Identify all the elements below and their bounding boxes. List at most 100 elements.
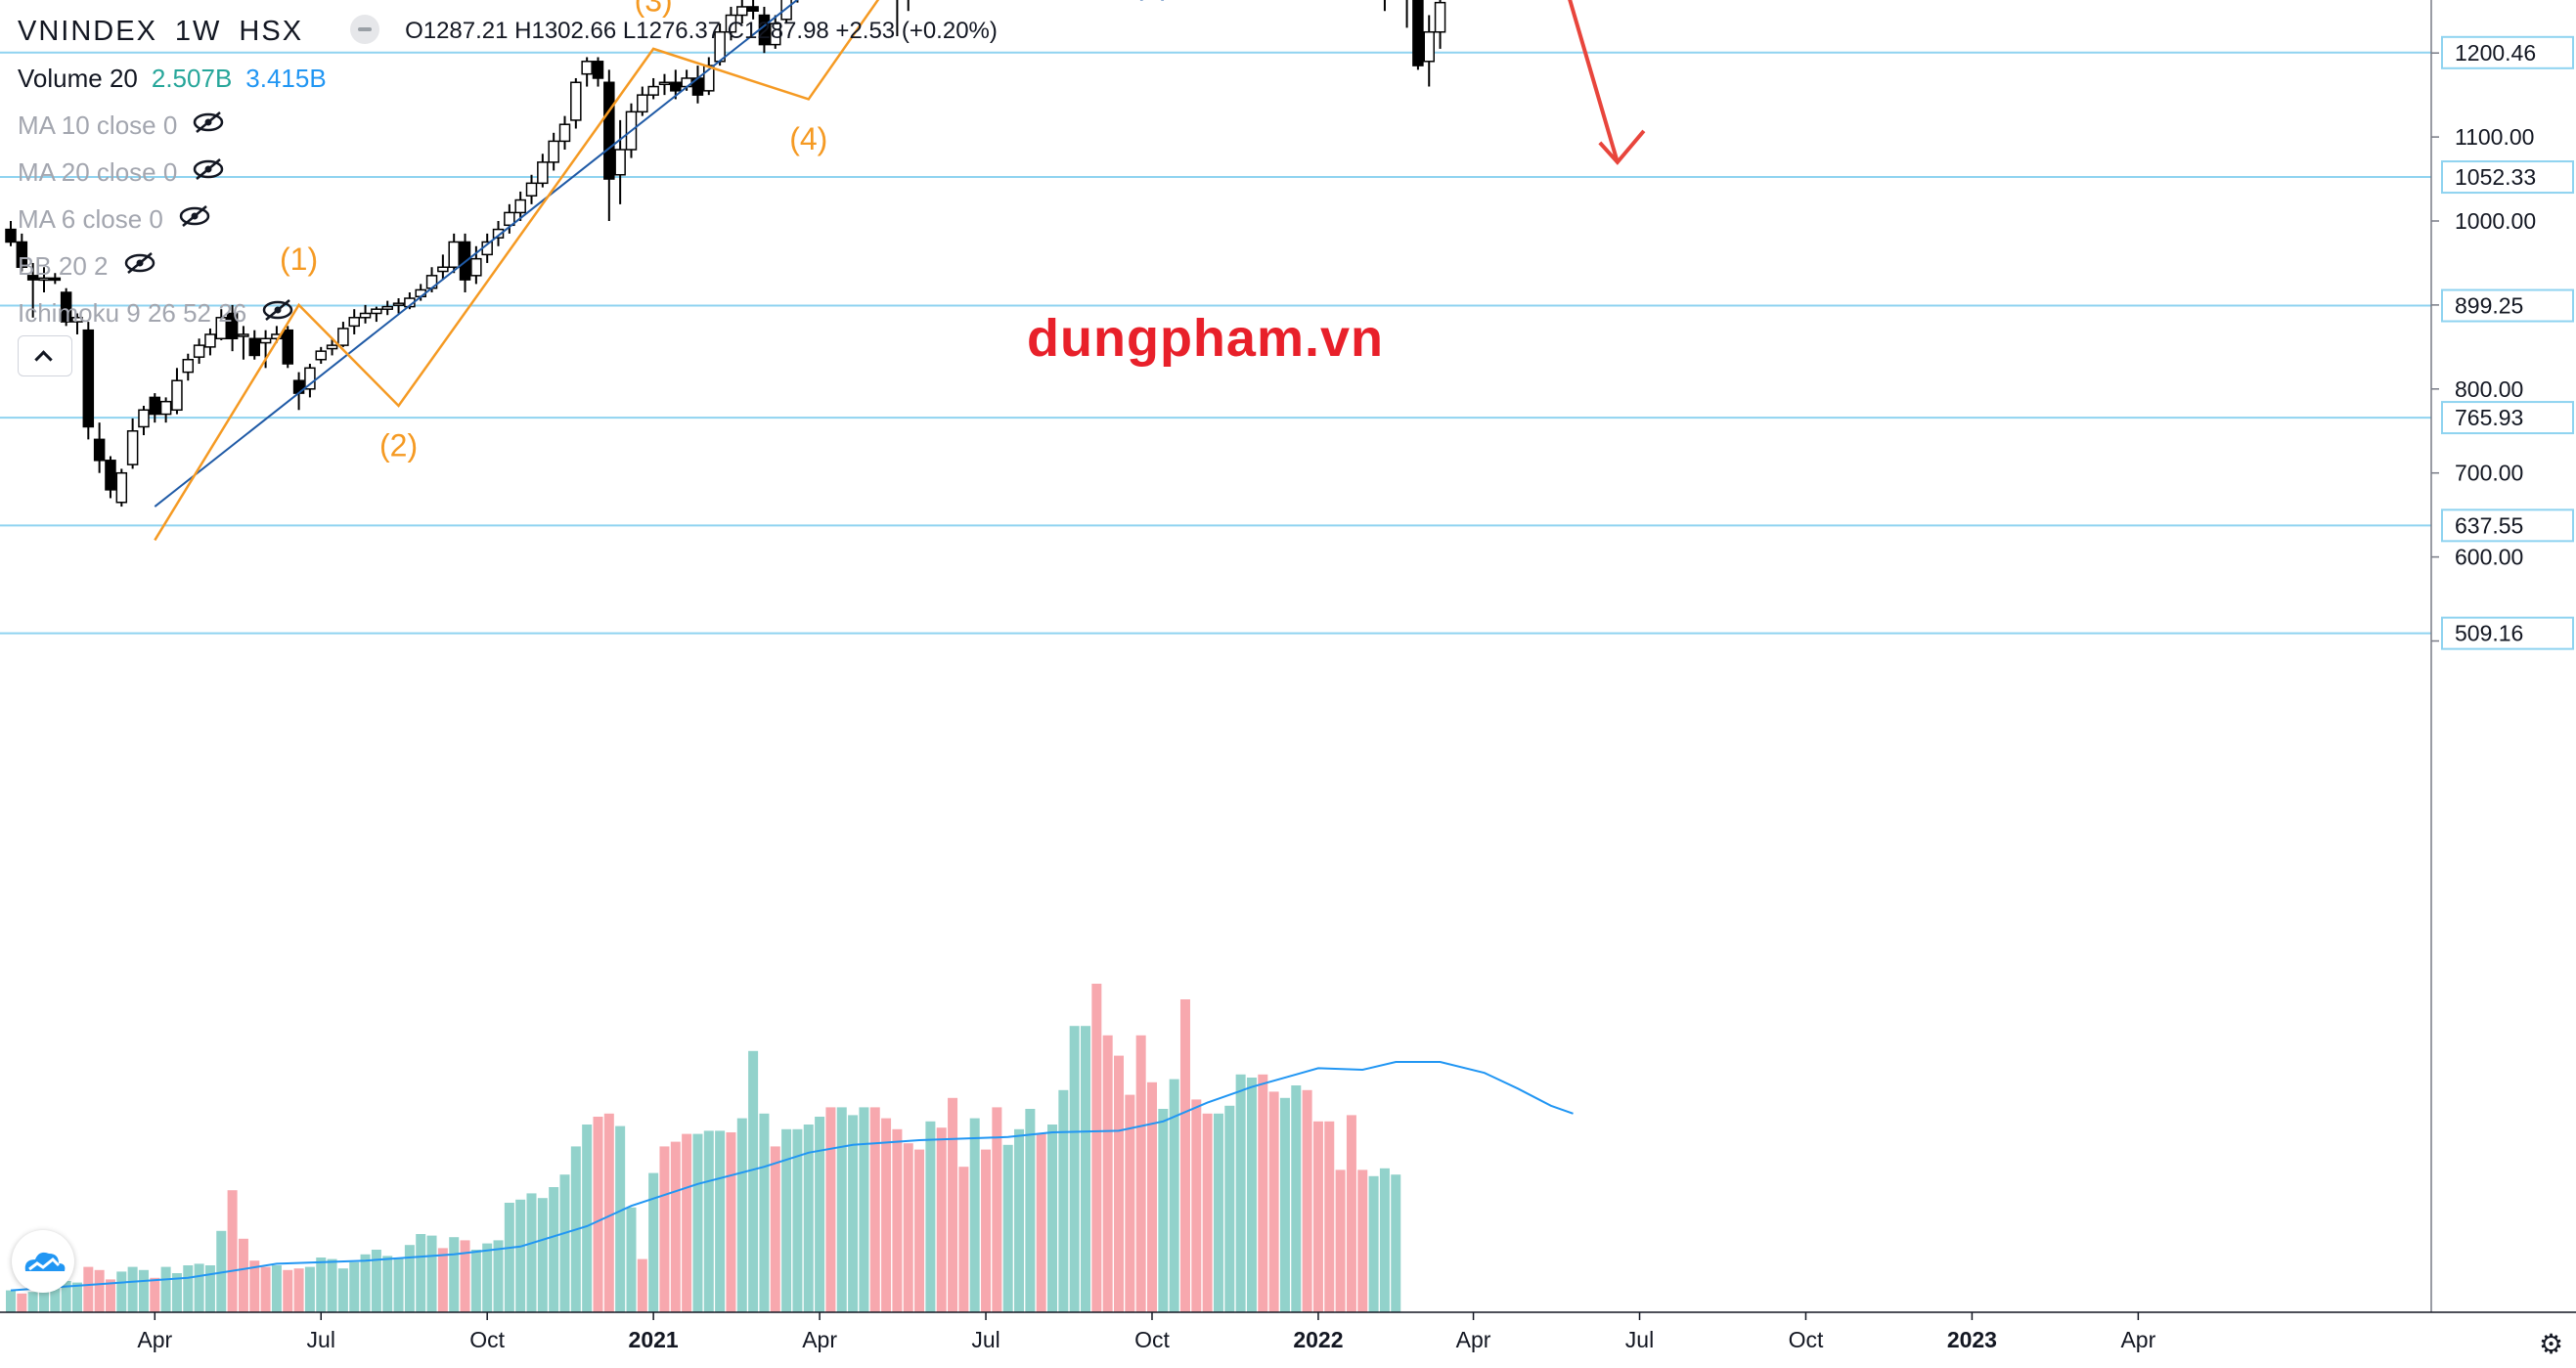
volume-bar (582, 1125, 593, 1312)
volume-bar (1146, 1081, 1157, 1312)
candle-body (82, 329, 95, 428)
candle-body (770, 22, 781, 46)
symbol-name[interactable]: VNINDEX (18, 15, 157, 47)
elliott-wave-lines: (1)(2)(3)(4)(5)(2)(5)(4) (154, 0, 1646, 542)
interval-label[interactable]: 1W (174, 15, 222, 47)
candle-body (193, 344, 205, 358)
eye-hidden-icon[interactable] (177, 204, 212, 235)
volume-bar (360, 1254, 371, 1312)
level-price-label: 637.55 (2455, 512, 2523, 538)
wave-label: (2) (379, 428, 418, 463)
candle-body (259, 337, 272, 344)
indicator-label: Ichimoku 9 26 52 26 (18, 297, 247, 328)
volume-bar (38, 1289, 49, 1312)
time-tick-label: 2021 (629, 1327, 679, 1352)
candle-body (348, 317, 360, 328)
candle-body (1412, 0, 1424, 66)
legend-indicator-ma10[interactable]: MA 10 close 0 (18, 102, 998, 149)
volume-bar (892, 1128, 903, 1312)
volume-bar (1312, 1121, 1323, 1312)
volume-bar (781, 1128, 792, 1312)
candle-body (614, 149, 626, 176)
candle-body (1434, 1, 1446, 33)
level-price-label: 509.16 (2455, 621, 2523, 646)
indicator-label: MA 10 close 0 (18, 110, 178, 140)
candle-body (1423, 30, 1435, 63)
candle-body (115, 471, 128, 504)
volume-bar (903, 1143, 913, 1312)
volume-bar (1047, 1125, 1058, 1312)
volume-bar (869, 1107, 880, 1312)
eye-hidden-icon[interactable] (191, 157, 226, 188)
time-tick-label: Apr (1456, 1327, 1491, 1352)
candle-body (548, 140, 559, 163)
more-options-icon[interactable] (350, 15, 380, 44)
volume-bar (1114, 1055, 1124, 1312)
volume-bar (27, 1292, 38, 1312)
legend-volume-row[interactable]: Volume 20 2.507B 3.415B (18, 55, 998, 102)
volume-ma-value: 3.415B (245, 63, 327, 93)
time-tick-label: Apr (802, 1327, 837, 1352)
settings-gear-icon[interactable]: ⚙ (2539, 1329, 2564, 1359)
volume-bar (925, 1121, 936, 1312)
volume-bar (848, 1115, 859, 1312)
price-candles (5, 0, 1446, 507)
legend-indicator-ma20[interactable]: MA 20 close 0 (18, 149, 998, 196)
time-tick-label: 2022 (1293, 1327, 1343, 1352)
volume-bar (1102, 1035, 1113, 1312)
eye-hidden-icon[interactable] (260, 298, 295, 329)
volume-bar (1135, 1035, 1146, 1312)
price-axis: 500.00600.00700.00800.00900.001000.00110… (2430, 0, 2574, 1312)
candle-body (658, 81, 671, 86)
candle-body (38, 277, 50, 282)
volume-bar (327, 1258, 337, 1312)
volume-bar (426, 1235, 437, 1312)
volume-bar (470, 1250, 481, 1312)
candle-body (670, 81, 682, 92)
time-tick-label: Oct (469, 1327, 505, 1352)
volume-bar (1224, 1105, 1235, 1312)
volume-bars (6, 984, 1401, 1312)
volume-bar (6, 1290, 16, 1312)
candle-body (326, 344, 338, 350)
level-price-box (2441, 401, 2574, 435)
candle-body (647, 85, 659, 96)
volume-bar (682, 1133, 692, 1312)
legend-indicator-ma6[interactable]: MA 6 close 0 (18, 196, 998, 243)
candle-body (271, 333, 283, 340)
volume-bar (293, 1268, 304, 1312)
volume-bar (958, 1167, 969, 1312)
volume-bar (881, 1118, 892, 1312)
time-tick-label: Oct (1134, 1327, 1170, 1352)
indicator-label: BB 20 2 (18, 250, 109, 281)
level-price-box (2441, 508, 2574, 543)
volume-bar (482, 1243, 493, 1312)
level-price-box (2441, 35, 2574, 69)
candle-body (392, 302, 405, 306)
tradingview-logo[interactable] (12, 1230, 74, 1293)
level-price-label: 1200.46 (2455, 40, 2536, 66)
volume-bar (1169, 1079, 1179, 1312)
volume-bar (637, 1258, 647, 1312)
candle-body (71, 317, 83, 323)
volume-bar (948, 1097, 958, 1312)
collapse-legend-button[interactable] (18, 335, 72, 376)
volume-bar (593, 1117, 603, 1312)
volume-bar (1291, 1085, 1302, 1312)
eye-hidden-icon[interactable] (191, 110, 226, 141)
volume-bar (1036, 1133, 1046, 1312)
candle-body (504, 211, 515, 227)
wave-label: (1) (280, 242, 318, 277)
candle-body (238, 333, 249, 337)
legend-indicator-ichimoku[interactable]: Ichimoku 9 26 52 26 (18, 289, 998, 336)
volume-bar (692, 1133, 703, 1312)
volume-bar (715, 1130, 726, 1312)
eye-hidden-icon[interactable] (122, 251, 157, 282)
volume-bar (1213, 1113, 1223, 1312)
volume-bar (1179, 999, 1190, 1312)
price-tick-label: 1100.00 (2455, 124, 2534, 150)
legend-indicator-bb[interactable]: BB 20 2 (18, 243, 998, 289)
candle-body (537, 161, 549, 185)
